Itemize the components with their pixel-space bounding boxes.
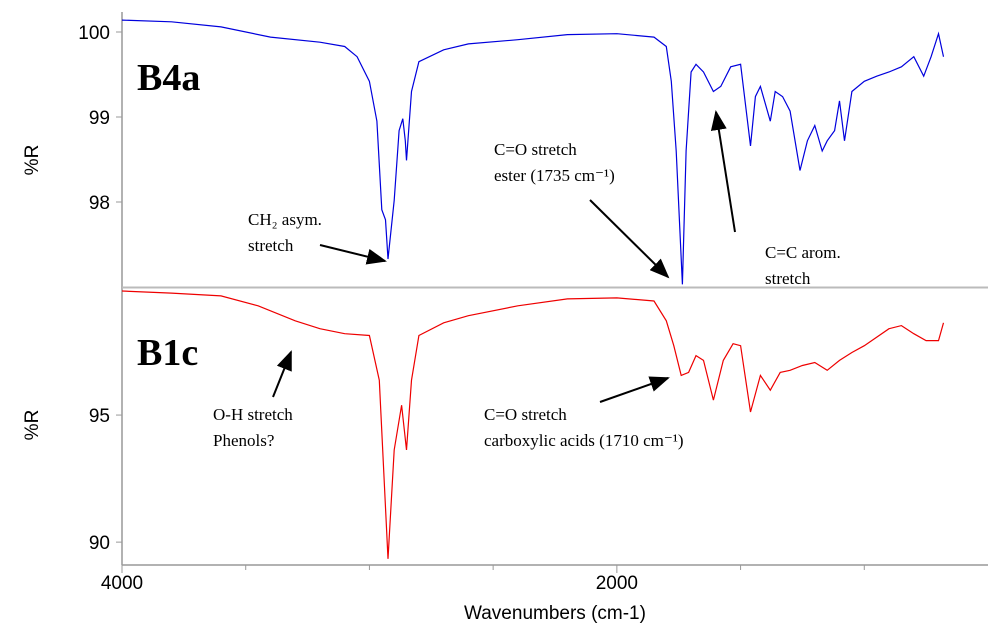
- panel-label: B1c: [137, 332, 198, 374]
- y-axis-label: %R: [22, 145, 43, 176]
- annotation: C=C arom.: [765, 243, 841, 262]
- annotation: C=O stretch: [494, 140, 577, 159]
- y-tick-label: 98: [89, 193, 110, 214]
- y-tick-label: 95: [89, 406, 110, 427]
- annotation: Phenols?: [213, 431, 274, 450]
- annotation: stretch: [765, 269, 811, 288]
- panel-label: B4a: [137, 57, 200, 99]
- spectrum-line: [121, 290, 945, 559]
- y-tick-label: 100: [78, 23, 110, 44]
- y-tick-label: 99: [89, 108, 110, 129]
- annotation-arrow: [272, 350, 292, 398]
- annotation: C=O stretch: [484, 405, 567, 424]
- annotation: ester (1735 cm⁻¹): [494, 166, 615, 185]
- annotation-arrow: [599, 376, 670, 403]
- x-tick-label: 4000: [101, 573, 143, 594]
- y-axis-label: %R: [22, 410, 43, 441]
- annotation: O-H stretch: [213, 405, 293, 424]
- annotation: CH₂ asym.: [248, 210, 322, 229]
- x-axis-label: Wavenumbers (cm-1): [464, 603, 646, 624]
- annotation-arrow: [319, 244, 387, 265]
- annotation: carboxylic acids (1710 cm⁻¹): [484, 431, 684, 450]
- annotation: stretch: [248, 236, 294, 255]
- spectrum-line: [121, 19, 945, 285]
- x-tick-label: 2000: [596, 573, 638, 594]
- annotation-arrow: [710, 110, 736, 233]
- annotation-arrow: [589, 199, 670, 279]
- y-tick-label: 90: [89, 533, 110, 554]
